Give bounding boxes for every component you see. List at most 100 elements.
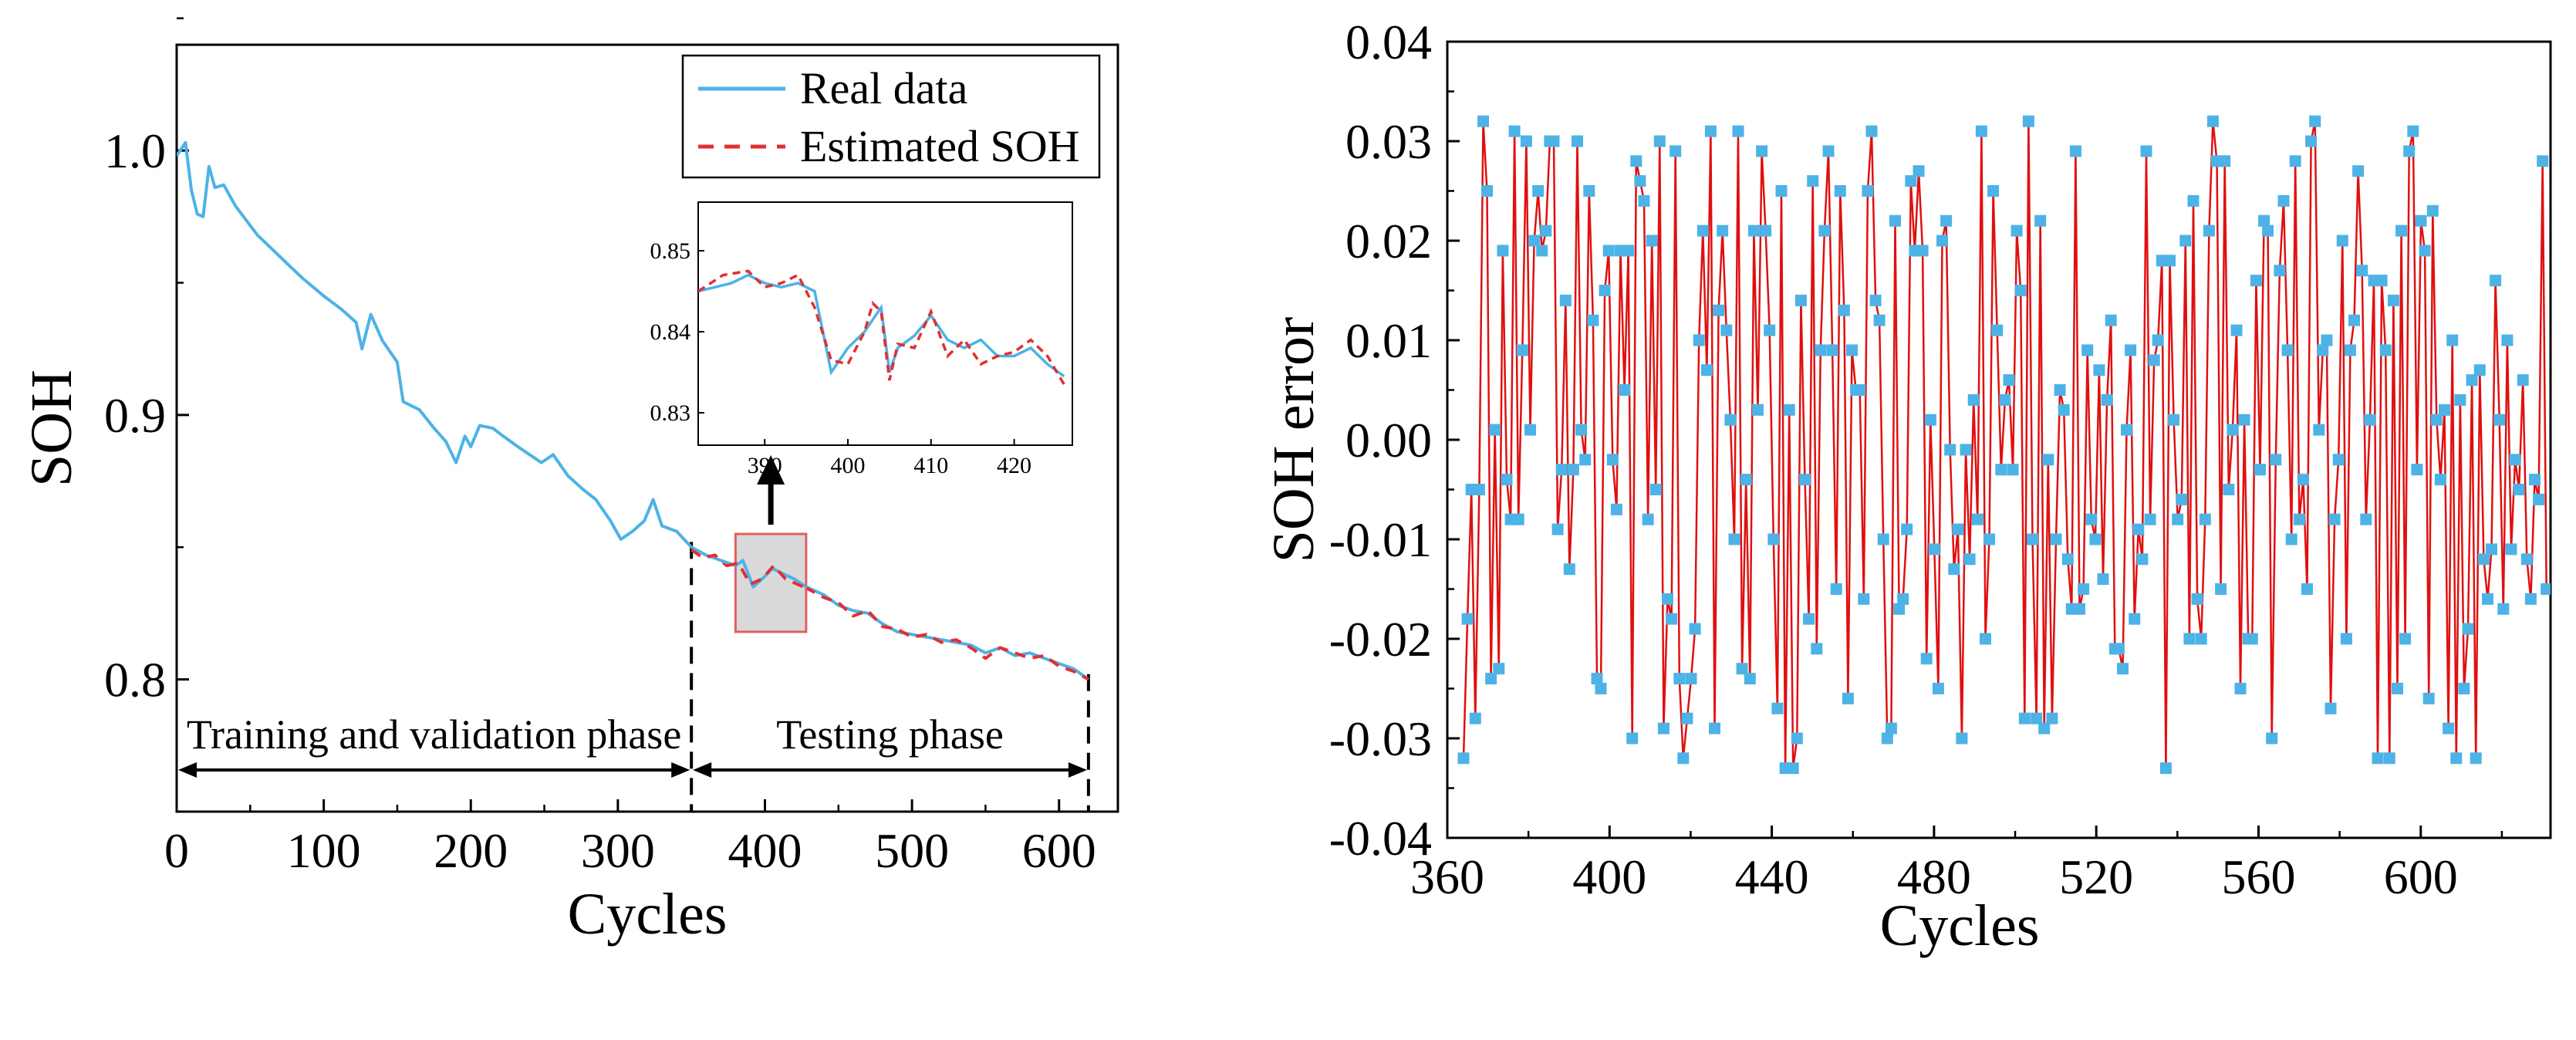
error-point-marker xyxy=(2439,404,2450,416)
error-point-marker xyxy=(2074,603,2085,615)
error-point-marker xyxy=(2238,414,2250,426)
error-point-marker xyxy=(1599,285,1611,296)
error-point-marker xyxy=(2195,633,2207,645)
error-point-marker xyxy=(2206,115,2219,127)
inset-frame xyxy=(697,201,1073,446)
error-point-marker xyxy=(2454,393,2466,406)
error-point-marker xyxy=(1838,304,1850,316)
error-point-marker xyxy=(2223,484,2235,495)
error-point-marker xyxy=(1893,603,1906,615)
error-point-marker xyxy=(1940,214,1953,227)
error-point-marker xyxy=(1975,125,1987,137)
soh-y-tick-label: 0.9 xyxy=(104,388,166,443)
error-point-marker xyxy=(1960,444,1972,456)
soh-y-tick-label: 1.0 xyxy=(104,123,166,178)
error-point-marker xyxy=(1606,454,1619,466)
error-point-marker xyxy=(1767,533,1780,545)
error-y-tick-label: 0.00 xyxy=(1345,413,1432,468)
error-point-marker xyxy=(2473,364,2486,376)
error-point-marker xyxy=(1575,424,1588,436)
error-point-marker xyxy=(2407,125,2419,137)
error-point-marker xyxy=(1991,324,2004,336)
error-point-marker xyxy=(2148,354,2160,366)
soh-x-tick-label: 0 xyxy=(164,823,189,878)
error-x-tick-label: 560 xyxy=(2221,849,2295,904)
error-point-marker xyxy=(2293,513,2305,525)
error-point-marker xyxy=(2419,245,2431,257)
error-point-marker xyxy=(2061,553,2074,566)
inset-y-tick-label: 0.83 xyxy=(650,400,691,426)
error-point-marker xyxy=(1512,513,1524,525)
error-point-marker xyxy=(1928,543,1940,555)
error-point-marker xyxy=(2042,454,2054,466)
error-point-marker xyxy=(2258,214,2270,227)
error-x-tick-label: 520 xyxy=(2059,849,2133,904)
error-point-marker xyxy=(2007,464,2019,476)
error-point-marker xyxy=(2305,135,2318,147)
error-point-marker xyxy=(1704,125,1717,137)
error-point-marker xyxy=(2234,683,2247,694)
phase-right-arrow-head-right xyxy=(1068,762,1087,778)
inset-y-tick-label: 0.85 xyxy=(650,238,691,264)
error-point-marker xyxy=(2081,344,2094,356)
error-point-marker xyxy=(1638,194,1650,207)
error-x-axis-label: Cycles xyxy=(1880,893,2040,958)
error-point-marker xyxy=(1689,623,1701,635)
error-point-marker xyxy=(1508,125,1521,137)
error-point-marker xyxy=(2328,513,2341,525)
error-point-marker xyxy=(1677,752,1690,765)
error-point-marker xyxy=(1740,474,1752,486)
error-point-marker xyxy=(2533,493,2545,505)
error-point-marker xyxy=(1461,613,1474,625)
error-point-marker xyxy=(2356,265,2368,277)
error-point-marker xyxy=(2281,344,2294,356)
zoom-series-overlay-1 xyxy=(726,561,810,591)
soh-x-tick-label: 500 xyxy=(875,823,949,878)
error-point-marker xyxy=(2034,214,2047,227)
error-point-marker xyxy=(2046,712,2058,724)
error-point-marker xyxy=(1646,235,1658,247)
error-point-marker xyxy=(2159,762,2172,775)
error-point-marker xyxy=(1924,414,1936,426)
error-point-marker xyxy=(1555,464,1568,476)
error-point-marker xyxy=(2375,275,2388,287)
error-point-marker xyxy=(1567,464,1579,476)
error-point-marker xyxy=(2219,155,2231,167)
error-point-marker xyxy=(1473,484,1485,495)
error-point-marker xyxy=(2387,294,2399,306)
error-point-marker xyxy=(2340,633,2352,645)
error-point-marker xyxy=(2152,334,2164,346)
error-point-marker xyxy=(2541,583,2551,595)
error-point-marker xyxy=(1963,553,1976,566)
error-point-marker xyxy=(1854,384,1866,396)
error-point-marker xyxy=(2003,374,2015,387)
soh-series-line-0 xyxy=(177,140,693,549)
error-x-tick-label: 400 xyxy=(1572,849,1646,904)
error-point-marker xyxy=(2446,334,2459,346)
error-point-marker xyxy=(2093,364,2105,376)
error-point-marker xyxy=(1642,513,1654,525)
error-point-marker xyxy=(2482,593,2493,605)
error-point-marker xyxy=(2250,275,2262,287)
error-point-marker xyxy=(2517,374,2529,387)
error-point-marker xyxy=(2215,583,2227,595)
error-point-marker xyxy=(2270,454,2282,466)
zoom-inset: 390 400 410 420 0.83 0.84 0.85 xyxy=(650,201,1073,478)
error-point-marker xyxy=(1634,175,1646,187)
zoom-series-overlay-0 xyxy=(720,559,808,589)
error-point-marker xyxy=(2493,414,2506,426)
soh-y-tick-label: 0.8 xyxy=(104,653,166,707)
error-point-marker xyxy=(2426,204,2439,217)
error-point-marker xyxy=(1516,344,1528,356)
error-point-marker xyxy=(1681,712,1693,724)
error-point-marker xyxy=(1700,364,1713,376)
error-point-marker xyxy=(1520,135,1532,147)
error-point-marker xyxy=(2450,752,2463,765)
error-point-marker xyxy=(1724,414,1737,426)
error-point-marker xyxy=(2179,235,2192,247)
error-point-marker xyxy=(1457,752,1470,765)
soh-x-tick-label: 300 xyxy=(581,823,655,878)
error-x-tick-label: 600 xyxy=(2384,849,2458,904)
error-point-marker xyxy=(2344,344,2356,356)
